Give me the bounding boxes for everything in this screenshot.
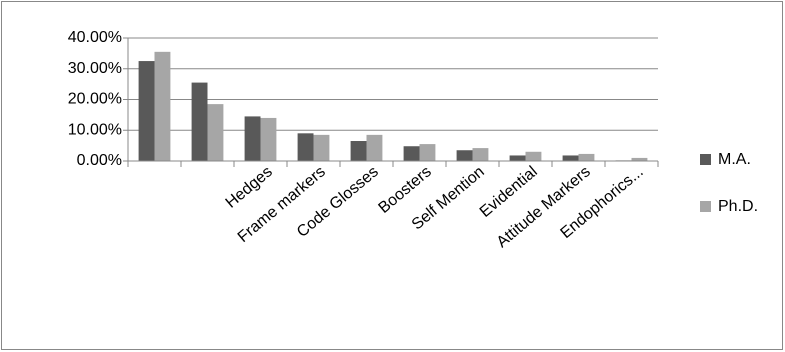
bar bbox=[419, 144, 436, 161]
legend-swatch bbox=[700, 154, 711, 165]
bar bbox=[350, 141, 367, 161]
legend-label: Ph.D. bbox=[718, 198, 758, 215]
bar bbox=[260, 117, 277, 161]
bar bbox=[297, 133, 314, 161]
bar bbox=[207, 104, 224, 161]
bar bbox=[578, 153, 595, 161]
y-tick-label: 0.00% bbox=[77, 152, 122, 169]
y-tick-label: 10.00% bbox=[68, 121, 122, 138]
bar bbox=[244, 116, 261, 161]
y-tick-label: 40.00% bbox=[68, 29, 122, 46]
bar bbox=[313, 134, 330, 161]
bar bbox=[138, 61, 155, 161]
legend-label: M.A. bbox=[718, 151, 751, 168]
bar bbox=[403, 146, 420, 161]
bar bbox=[562, 155, 579, 161]
bar bbox=[472, 148, 489, 161]
bar bbox=[154, 51, 171, 161]
bar bbox=[631, 157, 648, 161]
legend-swatch bbox=[700, 201, 711, 212]
bar bbox=[456, 150, 473, 161]
bar bbox=[509, 155, 526, 161]
bar bbox=[366, 134, 383, 161]
y-tick-label: 30.00% bbox=[68, 60, 122, 77]
bar bbox=[525, 151, 542, 161]
bar bbox=[191, 82, 208, 161]
y-tick-label: 20.00% bbox=[68, 91, 122, 108]
